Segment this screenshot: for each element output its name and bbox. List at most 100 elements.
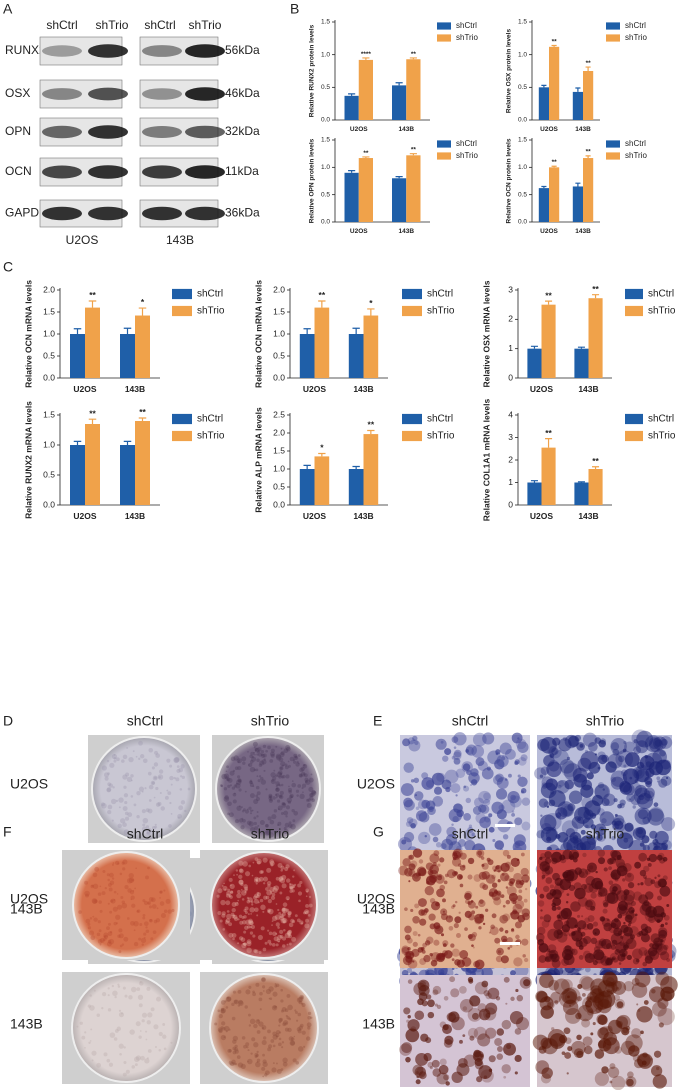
micrograph-texture [505, 930, 509, 934]
stain-texture [267, 884, 270, 887]
stain-texture [101, 802, 105, 806]
stain-texture [252, 992, 256, 996]
stain-texture [147, 1020, 151, 1024]
stain-texture [119, 1010, 121, 1012]
stain-texture [99, 929, 102, 932]
micrograph-texture [419, 958, 426, 965]
stain-texture [123, 987, 126, 990]
micrograph-texture [577, 915, 580, 918]
micrograph-texture [502, 1064, 511, 1073]
stain-texture [118, 928, 122, 932]
micrograph-texture [415, 1011, 425, 1021]
bar [392, 85, 406, 120]
micrograph-texture [515, 1071, 518, 1074]
error-bar [367, 309, 374, 316]
stain-texture [226, 914, 232, 920]
blot-band [88, 165, 128, 178]
stain-texture [119, 806, 121, 808]
stain-texture [257, 1051, 259, 1053]
stain-texture [259, 992, 263, 996]
micrograph-texture [444, 996, 449, 1001]
stain-texture [259, 764, 262, 767]
micrograph-texture [548, 980, 559, 991]
micrograph-texture [408, 863, 415, 870]
stain-texture [144, 937, 146, 939]
stain-texture [261, 754, 265, 758]
stain-texture [292, 920, 295, 923]
micrograph-texture [406, 1020, 409, 1023]
stain-texture [255, 795, 258, 798]
micrograph-texture [565, 950, 572, 957]
bar [406, 155, 420, 222]
stain-texture [261, 870, 264, 873]
micrograph-texture [608, 866, 612, 870]
stain-texture [156, 997, 161, 1002]
micrograph-texture [535, 991, 547, 1003]
stain-texture [144, 921, 149, 926]
stain-texture [81, 1036, 85, 1040]
size-label: 46kDa [225, 86, 260, 100]
error-bar [531, 346, 538, 348]
stain-texture [281, 803, 286, 808]
stain-texture [160, 806, 164, 810]
micrograph-texture [499, 915, 508, 924]
stain-texture [106, 926, 110, 930]
stain-texture [260, 1008, 262, 1010]
y-axis-label: Relative OPN protein levels [308, 138, 315, 223]
micrograph-texture [431, 960, 438, 967]
micrograph-texture [418, 898, 427, 907]
micrograph-texture [480, 805, 489, 814]
micrograph-texture [612, 874, 615, 877]
micrograph-texture [473, 733, 487, 747]
stain-texture [128, 757, 133, 762]
stain-texture [302, 1003, 306, 1007]
stain-texture [124, 801, 127, 804]
stain-texture [259, 775, 261, 777]
stain-texture [226, 1030, 228, 1032]
micrograph-texture [474, 914, 484, 924]
micrograph-texture [618, 755, 625, 762]
stain-texture [160, 792, 162, 794]
stain-texture [278, 863, 283, 868]
micrograph-texture [540, 916, 543, 919]
legend-label: shCtrl [456, 21, 477, 30]
micrograph-texture [441, 933, 444, 936]
micrograph-texture [586, 900, 593, 907]
panel-letter: F [3, 824, 12, 840]
row-label: 143B [362, 1016, 395, 1032]
stain-texture [125, 773, 129, 777]
stain-texture [113, 862, 115, 864]
stain-texture [305, 919, 309, 923]
micrograph-texture [516, 1017, 529, 1030]
stain-texture [161, 913, 166, 918]
stain-texture [130, 774, 133, 777]
bar [135, 316, 150, 378]
micrograph-texture [485, 1028, 496, 1039]
micrograph-texture [648, 910, 656, 918]
stain-texture [254, 746, 256, 748]
bar [300, 469, 315, 505]
micrograph-texture [477, 851, 482, 856]
stain-texture [289, 886, 292, 889]
stain-texture [102, 765, 107, 770]
stain-texture [279, 876, 283, 880]
stain-texture [226, 1006, 229, 1009]
legend-label: shTrio [456, 151, 478, 160]
stain-texture [281, 784, 284, 787]
row-label: U2OS [357, 891, 395, 907]
stain-texture [220, 919, 223, 922]
micrograph-texture [411, 779, 414, 782]
micrograph-texture [628, 923, 631, 926]
micrograph-texture [657, 896, 662, 901]
stain-texture [217, 895, 220, 898]
stain-texture [235, 819, 239, 823]
micrograph-texture [600, 916, 605, 921]
stain-texture [134, 804, 137, 807]
stain-texture [247, 925, 250, 928]
micrograph-texture [635, 740, 648, 753]
stain-texture [286, 805, 290, 809]
micrograph-texture [644, 777, 652, 785]
bar [539, 87, 549, 120]
stain-texture [148, 772, 152, 776]
micrograph-texture [459, 912, 461, 914]
